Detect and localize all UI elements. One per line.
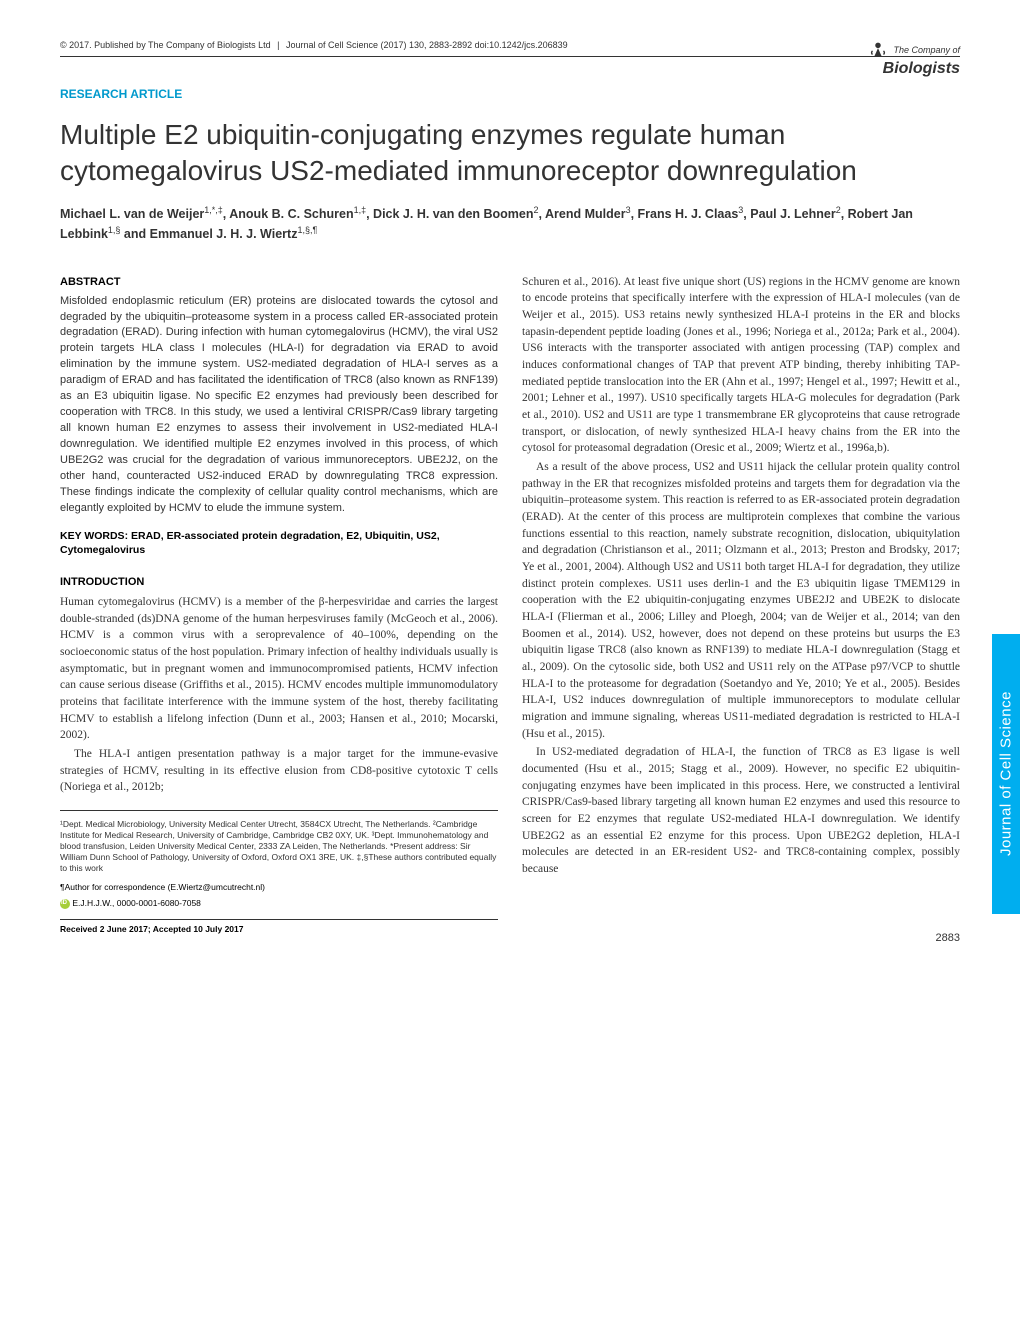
orcid-text: E.J.H.J.W., 0000-0001-6080-7058 [72,898,201,908]
affiliations-block: ¹Dept. Medical Microbiology, University … [60,810,498,874]
col2-paragraph-2: As a result of the above process, US2 an… [522,459,960,742]
biologists-logo-icon [867,38,889,60]
header-citation: © 2017. Published by The Company of Biol… [60,40,960,57]
article-title: Multiple E2 ubiquitin-conjugating enzyme… [60,117,960,190]
keywords-label: KEY WORDS: [60,530,128,542]
abstract-heading: ABSTRACT [60,276,498,288]
left-column: ABSTRACT Misfolded endoplasmic reticulum… [60,274,498,935]
logo-company-text: The Company of [893,45,960,55]
correspondence-text: ¶Author for correspondence (E.Wiertz@umc… [60,882,498,892]
header-divider: | [277,40,279,50]
orcid-icon [60,899,70,909]
right-column: Schuren et al., 2016). At least five uni… [522,274,960,935]
intro-paragraph-1: Human cytomegalovirus (HCMV) is a member… [60,594,498,744]
intro-paragraph-2: The HLA-I antigen presentation pathway i… [60,746,498,796]
col2-paragraph-1: Schuren et al., 2016). At least five uni… [522,274,960,457]
journal-citation: Journal of Cell Science (2017) 130, 2883… [286,40,568,50]
col2-paragraph-3: In US2-mediated degradation of HLA-I, th… [522,744,960,877]
keywords-block: KEY WORDS: ERAD, ER-associated protein d… [60,529,498,558]
authors-list: Michael L. van de Weijer1,*,‡, Anouk B. … [60,204,960,244]
copyright-text: © 2017. Published by The Company of Biol… [60,40,271,50]
page-number: 2883 [936,932,960,944]
journal-side-tab: Journal of Cell Science [992,634,1020,914]
abstract-text: Misfolded endoplasmic reticulum (ER) pro… [60,294,498,517]
article-type-label: RESEARCH ARTICLE [60,87,960,101]
publisher-logo: The Company of Biologists [867,38,960,78]
dates-text: Received 2 June 2017; Accepted 10 July 2… [60,919,498,934]
introduction-heading: INTRODUCTION [60,576,498,588]
logo-biologists-text: Biologists [883,60,960,77]
orcid-block: E.J.H.J.W., 0000-0001-6080-7058 [60,898,498,909]
